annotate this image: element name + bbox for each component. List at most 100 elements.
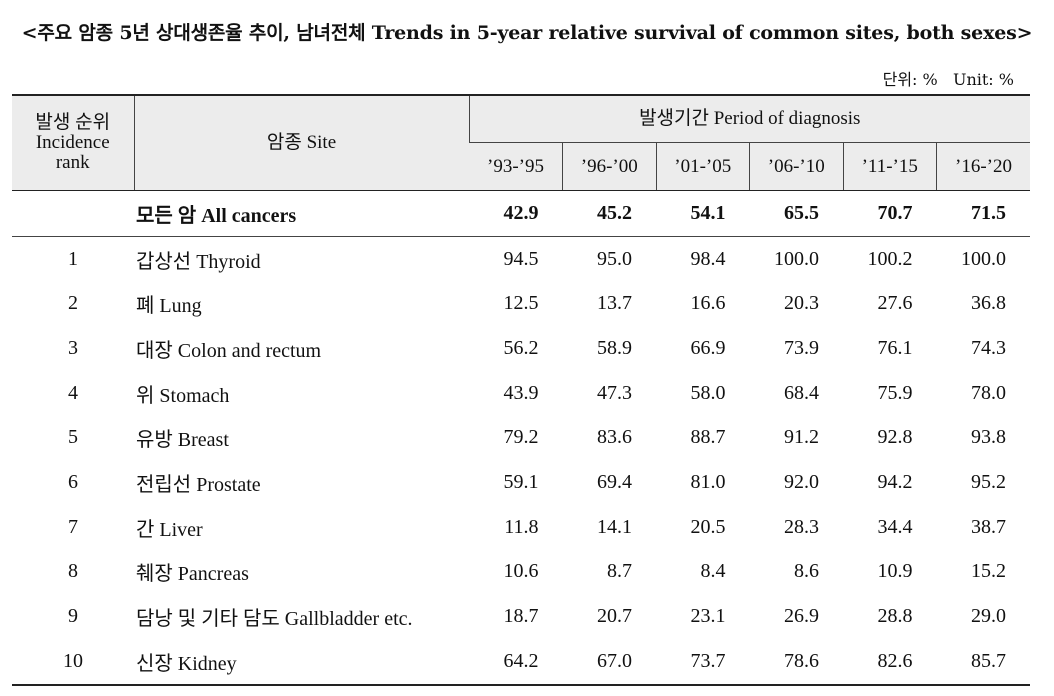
- survival-value-cell: 45.2: [562, 190, 656, 237]
- survival-value-cell: 88.7: [690, 426, 726, 449]
- survival-value-cell: 20.7: [597, 605, 632, 628]
- rank-cell: 3: [68, 336, 78, 359]
- survival-value-cell: 76.1: [877, 336, 913, 359]
- survival-value-cell: 15.2: [971, 560, 1007, 583]
- survival-value-cell: 92.8: [877, 426, 913, 449]
- table-row: 6 전립선 Prostate 59.1 69.4 81.0 92.0 94.2 95.2: [12, 460, 1030, 505]
- survival-value-cell: 36.8: [971, 292, 1007, 315]
- survival-value-cell: 8.7: [607, 560, 632, 583]
- survival-value-cell: 91.2: [784, 426, 819, 449]
- survival-value-cell: 95.2: [971, 470, 1007, 493]
- survival-value-cell: 74.3: [971, 336, 1007, 359]
- site-cell: 모든 암 All cancers: [134, 190, 469, 237]
- table-row: 9 담낭 및 기타 담도 Gallbladder etc. 18.7 20.7 23.1…: [12, 594, 1030, 639]
- survival-value-cell: 68.4: [784, 381, 819, 404]
- table-title: <주요 암종 5년 상대생존율 추이, 남녀전체 Trends in 5-yea…: [21, 22, 1033, 44]
- survival-value-cell: 70.7: [843, 190, 937, 237]
- header-period: ’16-’20: [936, 142, 1031, 191]
- rank-cell: 8: [68, 560, 78, 583]
- survival-value-cell: 38.7: [971, 515, 1007, 538]
- rank-cell: 1: [68, 247, 78, 270]
- rank-cell: 9: [68, 605, 78, 628]
- survival-value-cell: 75.9: [877, 381, 913, 404]
- survival-value-cell: 92.0: [784, 470, 819, 493]
- survival-value-cell: 93.8: [971, 426, 1007, 449]
- table-row: 8 췌장 Pancreas 10.6 8.7 8.4 8.6 10.9 15.2: [12, 550, 1030, 595]
- survival-value-cell: 11.8: [504, 515, 539, 538]
- survival-value-cell: 73.7: [656, 638, 750, 686]
- table-row: 5 유방 Breast 79.2 83.6 88.7 91.2 92.8 93.8: [12, 415, 1030, 460]
- survival-value-cell: 100.0: [961, 247, 1007, 270]
- survival-value-cell: 28.3: [784, 515, 819, 538]
- survival-value-cell: 100.0: [774, 247, 819, 270]
- site-cell: 폐 Lung: [136, 295, 202, 318]
- survival-value-cell: 82.6: [843, 638, 937, 686]
- survival-value-cell: 58.9: [597, 336, 632, 359]
- survival-value-cell: 27.6: [877, 292, 913, 315]
- site-cell: 전립선 Prostate: [136, 473, 261, 496]
- site-cell: 갑상선 Thyroid: [136, 250, 261, 273]
- survival-value-cell: 78.6: [749, 638, 843, 686]
- survival-value-cell: 13.7: [597, 292, 632, 315]
- survival-value-cell: 10.9: [877, 560, 913, 583]
- survival-value-cell: 29.0: [971, 605, 1007, 628]
- table-row: 3 대장 Colon and rectum 56.2 58.9 66.9 73.9 76.1…: [12, 326, 1030, 371]
- survival-value-cell: 67.0: [562, 638, 656, 686]
- rank-cell: 4: [68, 381, 78, 404]
- survival-value-cell: 83.6: [597, 426, 632, 449]
- survival-value-cell: 71.5: [936, 190, 1031, 237]
- site-cell: 대장 Colon and rectum: [136, 339, 322, 362]
- survival-value-cell: 18.7: [503, 605, 539, 628]
- survival-value-cell: 34.4: [877, 515, 913, 538]
- site-cell: 신장 Kidney: [134, 638, 469, 686]
- survival-value-cell: 81.0: [690, 470, 726, 493]
- survival-value-cell: 8.4: [700, 560, 726, 583]
- header-period: ’06-’10: [749, 142, 843, 191]
- header-incidence-rank: 발생 순위 Incidence rank: [12, 94, 134, 191]
- survival-value-cell: 58.0: [690, 381, 726, 404]
- survival-value-cell: 56.2: [503, 336, 539, 359]
- survival-value-cell: 64.2: [469, 638, 563, 686]
- survival-value-cell: 14.1: [597, 515, 632, 538]
- survival-value-cell: 12.5: [503, 292, 539, 315]
- rank-cell: 10: [12, 638, 134, 686]
- table-row: 4 위 Stomach 43.9 47.3 58.0 68.4 75.9 78.0: [12, 371, 1030, 416]
- survival-value-cell: 20.3: [784, 292, 819, 315]
- survival-value-cell: 59.1: [503, 470, 539, 493]
- survival-value-cell: 16.6: [690, 292, 726, 315]
- site-cell: 췌장 Pancreas: [136, 563, 249, 586]
- site-cell: 담낭 및 기타 담도 Gallbladder etc.: [136, 608, 413, 631]
- survival-value-cell: 100.2: [867, 247, 913, 270]
- table-row: 1 갑상선 Thyroid 94.5 95.0 98.4 100.0 100.2 100.0: [12, 236, 1030, 281]
- rank-cell: 5: [68, 426, 78, 449]
- header-period: ’96-’00: [562, 142, 656, 191]
- site-cell: 유방 Breast: [136, 429, 229, 452]
- survival-value-cell: 10.6: [503, 560, 539, 583]
- survival-value-cell: 26.9: [784, 605, 819, 628]
- survival-value-cell: 66.9: [690, 336, 726, 359]
- header-site: 암종 Site: [133, 94, 469, 191]
- survival-value-cell: 78.0: [971, 381, 1007, 404]
- rank-cell: 7: [68, 515, 78, 538]
- header-period: ’01-’05: [655, 142, 750, 191]
- survival-value-cell: 43.9: [503, 381, 539, 404]
- survival-value-cell: 47.3: [597, 381, 632, 404]
- survival-value-cell: 69.4: [597, 470, 632, 493]
- survival-value-cell: 95.0: [597, 247, 632, 270]
- survival-value-cell: 94.5: [503, 247, 539, 270]
- survival-value-cell: 79.2: [503, 426, 539, 449]
- survival-value-cell: 85.7: [936, 638, 1031, 686]
- survival-table: 발생 순위 Incidence rank 암종 Site 발생기간 Period…: [12, 94, 1031, 686]
- survival-value-cell: 73.9: [784, 336, 819, 359]
- site-cell: 간 Liver: [136, 518, 203, 541]
- rank-cell: 2: [68, 292, 78, 315]
- survival-value-cell: 23.1: [690, 605, 726, 628]
- header-period: ’93-’95: [469, 142, 563, 191]
- survival-value-cell: 65.5: [749, 190, 843, 237]
- survival-value-cell: 98.4: [690, 247, 726, 270]
- survival-value-cell: 28.8: [877, 605, 913, 628]
- site-cell: 위 Stomach: [136, 384, 230, 407]
- survival-value-cell: 8.6: [794, 560, 819, 583]
- rank-cell: [12, 190, 134, 237]
- unit-label: 단위: % Unit: %: [882, 70, 1014, 89]
